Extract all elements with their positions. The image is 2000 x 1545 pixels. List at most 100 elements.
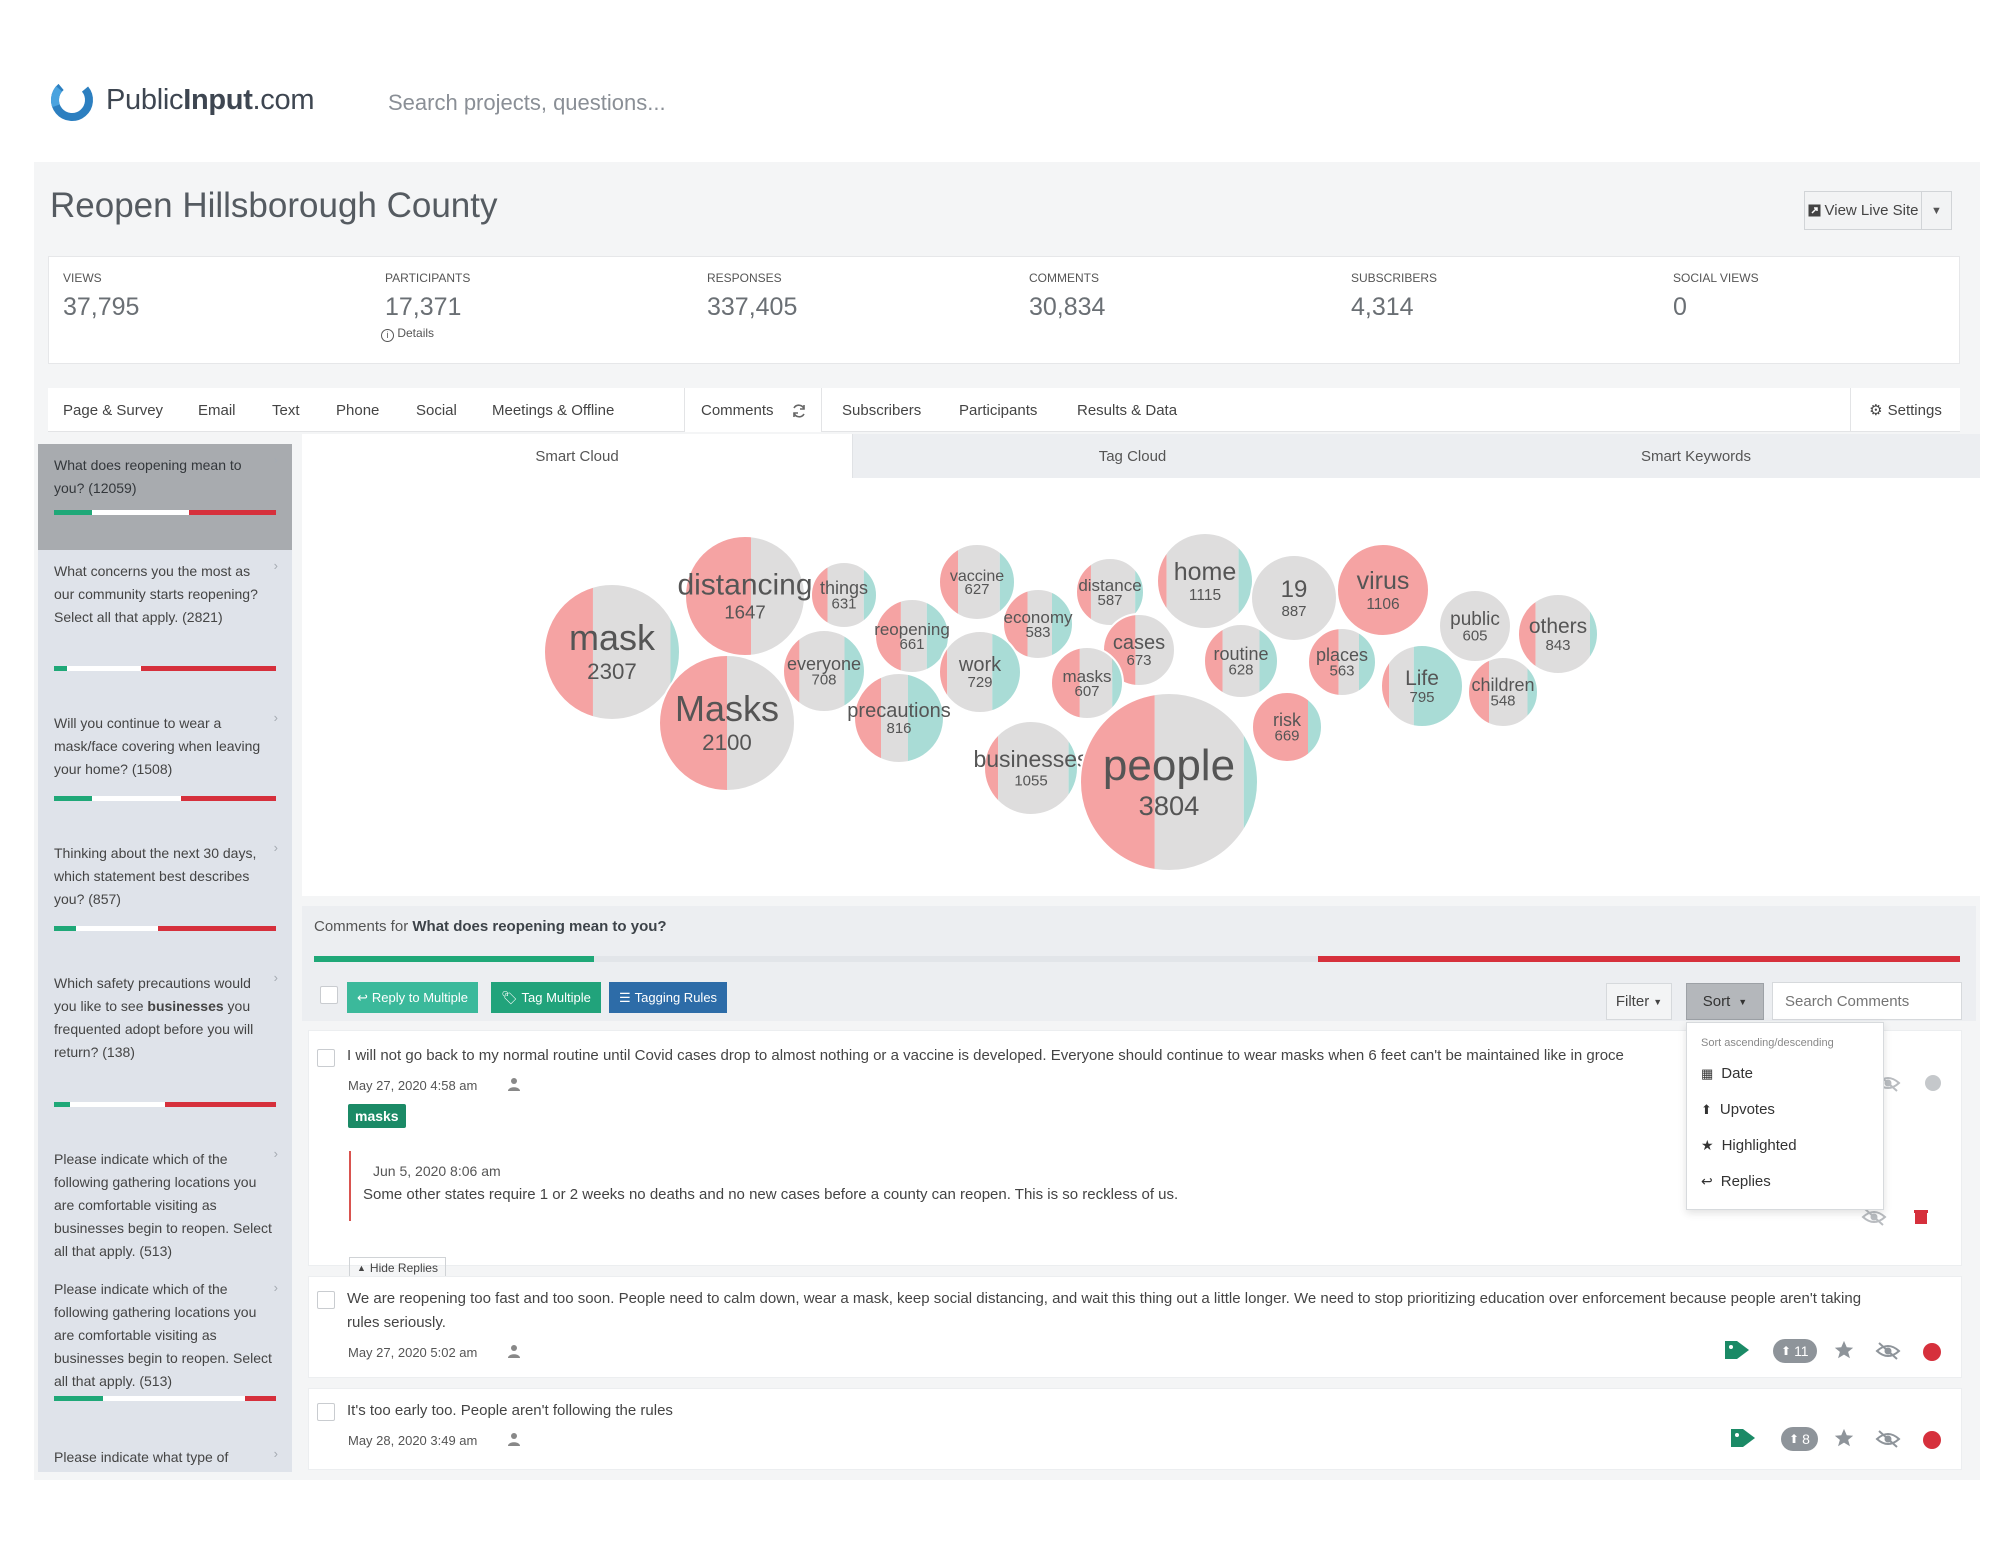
bubble-word: mask [569, 617, 656, 658]
sidebar-question-item[interactable]: Please indicate what type of › [38, 1444, 292, 1472]
sidebar-question-item[interactable]: Please indicate which of the following g… [38, 1138, 292, 1272]
bubble-count: 631 [831, 596, 856, 613]
sort-option-label: Date [1721, 1065, 1753, 1082]
star-icon[interactable] [1833, 1339, 1855, 1361]
tag-icon[interactable] [1723, 1339, 1751, 1361]
sort-option-replies[interactable]: ↩ Replies [1701, 1173, 1771, 1190]
tag-icon[interactable] [1729, 1427, 1757, 1449]
tab-text[interactable]: Text [272, 402, 300, 419]
user-icon[interactable] [507, 1432, 521, 1446]
sidebar-question-item[interactable]: Thinking about the next 30 days, which s… [38, 832, 292, 962]
reply-hide-icon[interactable] [1861, 1207, 1887, 1227]
bubble-word: things [820, 578, 868, 598]
sidebar-question-item[interactable]: Will you continue to wear a mask/face co… [38, 702, 292, 832]
brand-bold: Input [183, 84, 253, 116]
participants-details-link[interactable]: i Details [381, 326, 434, 342]
comment-checkbox[interactable] [317, 1049, 335, 1067]
settings-button[interactable]: ⚙ Settings [1850, 388, 1960, 432]
comment-date: May 28, 2020 3:49 am [348, 1433, 478, 1448]
sort-option-highlighted[interactable]: ★ Highlighted [1701, 1137, 1797, 1154]
positive-segment [54, 926, 77, 931]
tab-email[interactable]: Email [198, 402, 236, 419]
button-label: Tag Multiple [521, 990, 591, 1005]
bubble-word: businesses [973, 746, 1088, 772]
sidebar-question-item[interactable]: Which safety precautions would you like … [38, 962, 292, 1138]
hide-icon[interactable] [1875, 1341, 1901, 1361]
sidebar-question-item[interactable]: What concerns you the most as our commun… [38, 550, 292, 702]
tab-smart-keywords[interactable]: Smart Keywords [1412, 434, 1980, 478]
tab-comments[interactable]: Comments [684, 388, 822, 432]
comment-checkbox[interactable] [317, 1291, 335, 1309]
tab-phone[interactable]: Phone [336, 402, 380, 419]
hide-icon[interactable] [1875, 1429, 1901, 1449]
global-search-input[interactable]: Search projects, questions... [388, 90, 666, 115]
view-live-dropdown-toggle[interactable]: ▼ [1922, 191, 1952, 230]
comment-checkbox[interactable] [317, 1403, 335, 1421]
reply-to-multiple-button[interactable]: ↩ Reply to Multiple [347, 982, 479, 1013]
comment-tag[interactable]: masks [348, 1104, 406, 1128]
upvote-count[interactable]: ⬆ 11 [1773, 1339, 1817, 1363]
view-live-site-button[interactable]: View Live Site [1804, 191, 1922, 230]
bubble-outline [1517, 593, 1599, 675]
flag-icon[interactable] [1921, 1429, 1943, 1451]
neutral-slice [1090, 558, 1136, 626]
tab-results-data[interactable]: Results & Data [1077, 402, 1178, 419]
tag-multiple-button[interactable]: 🏷 Tag Multiple [491, 982, 601, 1013]
sidebar-question-item[interactable]: Please indicate which of the following g… [38, 1272, 292, 1432]
positive-segment [54, 796, 92, 801]
neutral-slice [1251, 555, 1337, 641]
sort-button[interactable]: Sort ▼ [1686, 983, 1764, 1020]
tab-smart-cloud[interactable]: Smart Cloud [302, 434, 852, 478]
tab-meetings-offline[interactable]: Meetings & Offline [492, 402, 615, 419]
refresh-icon[interactable] [791, 403, 807, 419]
neutral-slice [592, 584, 671, 720]
tab-subscribers[interactable]: Subscribers [842, 402, 922, 419]
delete-icon[interactable] [1913, 1209, 1929, 1225]
sort-option-date[interactable]: ▦ Date [1701, 1065, 1753, 1082]
brand-name[interactable]: PublicInput.com [106, 84, 315, 117]
tab-page-survey[interactable]: Page & Survey [63, 402, 164, 419]
question-label: Thinking about the next 30 days, which s… [54, 845, 257, 907]
select-all-checkbox[interactable] [320, 986, 338, 1004]
search-comments-input[interactable] [1772, 982, 1962, 1020]
bubble-outline [1380, 644, 1464, 728]
flag-icon[interactable] [1921, 1341, 1943, 1363]
stats-row: VIEWS 37,795 PARTICIPANTS 17,371 RESPONS… [48, 256, 1960, 364]
upvote-count[interactable]: ⬆ 8 [1781, 1427, 1818, 1451]
star-icon[interactable] [1833, 1427, 1855, 1449]
tab-participants[interactable]: Participants [959, 402, 1038, 419]
user-icon[interactable] [507, 1344, 521, 1358]
tagging-rules-button[interactable]: ☰ Tagging Rules [609, 982, 728, 1013]
tab-social[interactable]: Social [416, 402, 457, 419]
bubble-word: virus [1357, 567, 1410, 595]
sort-option-upvotes[interactable]: ⬆ Upvotes [1701, 1101, 1775, 1118]
filter-button[interactable]: Filter ▼ [1606, 983, 1672, 1020]
tab-tag-cloud[interactable]: Tag Cloud [852, 434, 1412, 478]
publicinput-logo[interactable] [48, 76, 96, 124]
sidebar-question-item[interactable]: What does reopening mean to you? (12059)… [38, 444, 292, 550]
user-icon[interactable] [507, 1077, 521, 1091]
flag-icon[interactable] [1923, 1073, 1943, 1093]
